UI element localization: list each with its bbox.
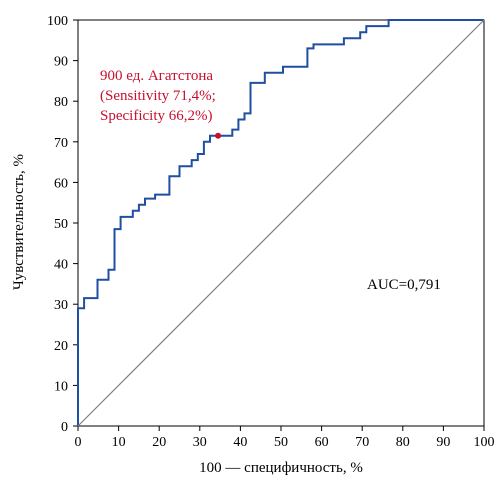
roc-curve — [77, 19, 484, 426]
y-tick-label: 10 — [54, 379, 68, 394]
x-tick-label: 40 — [233, 435, 247, 450]
x-tick-label: 80 — [396, 435, 410, 450]
y-tick-label: 80 — [54, 95, 68, 110]
y-tick-label: 60 — [54, 176, 68, 191]
x-tick-label: 20 — [152, 435, 166, 450]
x-tick-label: 60 — [315, 435, 329, 450]
auc-label: AUC=0,791 — [367, 277, 441, 293]
x-axis-label: 100 — специфичность, % — [199, 460, 363, 476]
y-tick-label: 50 — [54, 217, 68, 232]
x-tick-label: 50 — [274, 435, 288, 450]
y-tick-label: 100 — [47, 14, 68, 29]
x-axis-ticks: 0 10 20 30 40 50 60 70 80 90 100 — [75, 426, 495, 450]
y-axis-ticks: 0 10 20 30 40 50 60 70 80 90 100 — [47, 14, 78, 435]
y-tick-label: 40 — [54, 258, 68, 273]
annotation-line-1: 900 ед. Агатстона — [100, 68, 213, 84]
y-tick-label: 70 — [54, 136, 68, 151]
y-tick-label: 0 — [61, 420, 68, 435]
x-tick-label: 70 — [355, 435, 369, 450]
y-axis-label: Чувствительность, % — [11, 154, 27, 290]
cutoff-point-marker — [215, 132, 222, 139]
x-tick-label: 10 — [112, 435, 126, 450]
annotation-line-3: Specificity 66,2%) — [100, 108, 212, 124]
series-layer — [77, 19, 485, 427]
x-tick-label: 100 — [474, 435, 495, 450]
annotation-line-2: (Sensitivity 71,4%; — [100, 88, 216, 104]
y-tick-label: 30 — [54, 298, 68, 313]
reference-diagonal-line — [77, 19, 485, 427]
x-tick-label: 30 — [193, 435, 207, 450]
y-tick-label: 90 — [54, 55, 68, 70]
x-tick-label: 0 — [75, 435, 82, 450]
x-tick-label: 90 — [436, 435, 450, 450]
y-tick-label: 20 — [54, 339, 68, 354]
